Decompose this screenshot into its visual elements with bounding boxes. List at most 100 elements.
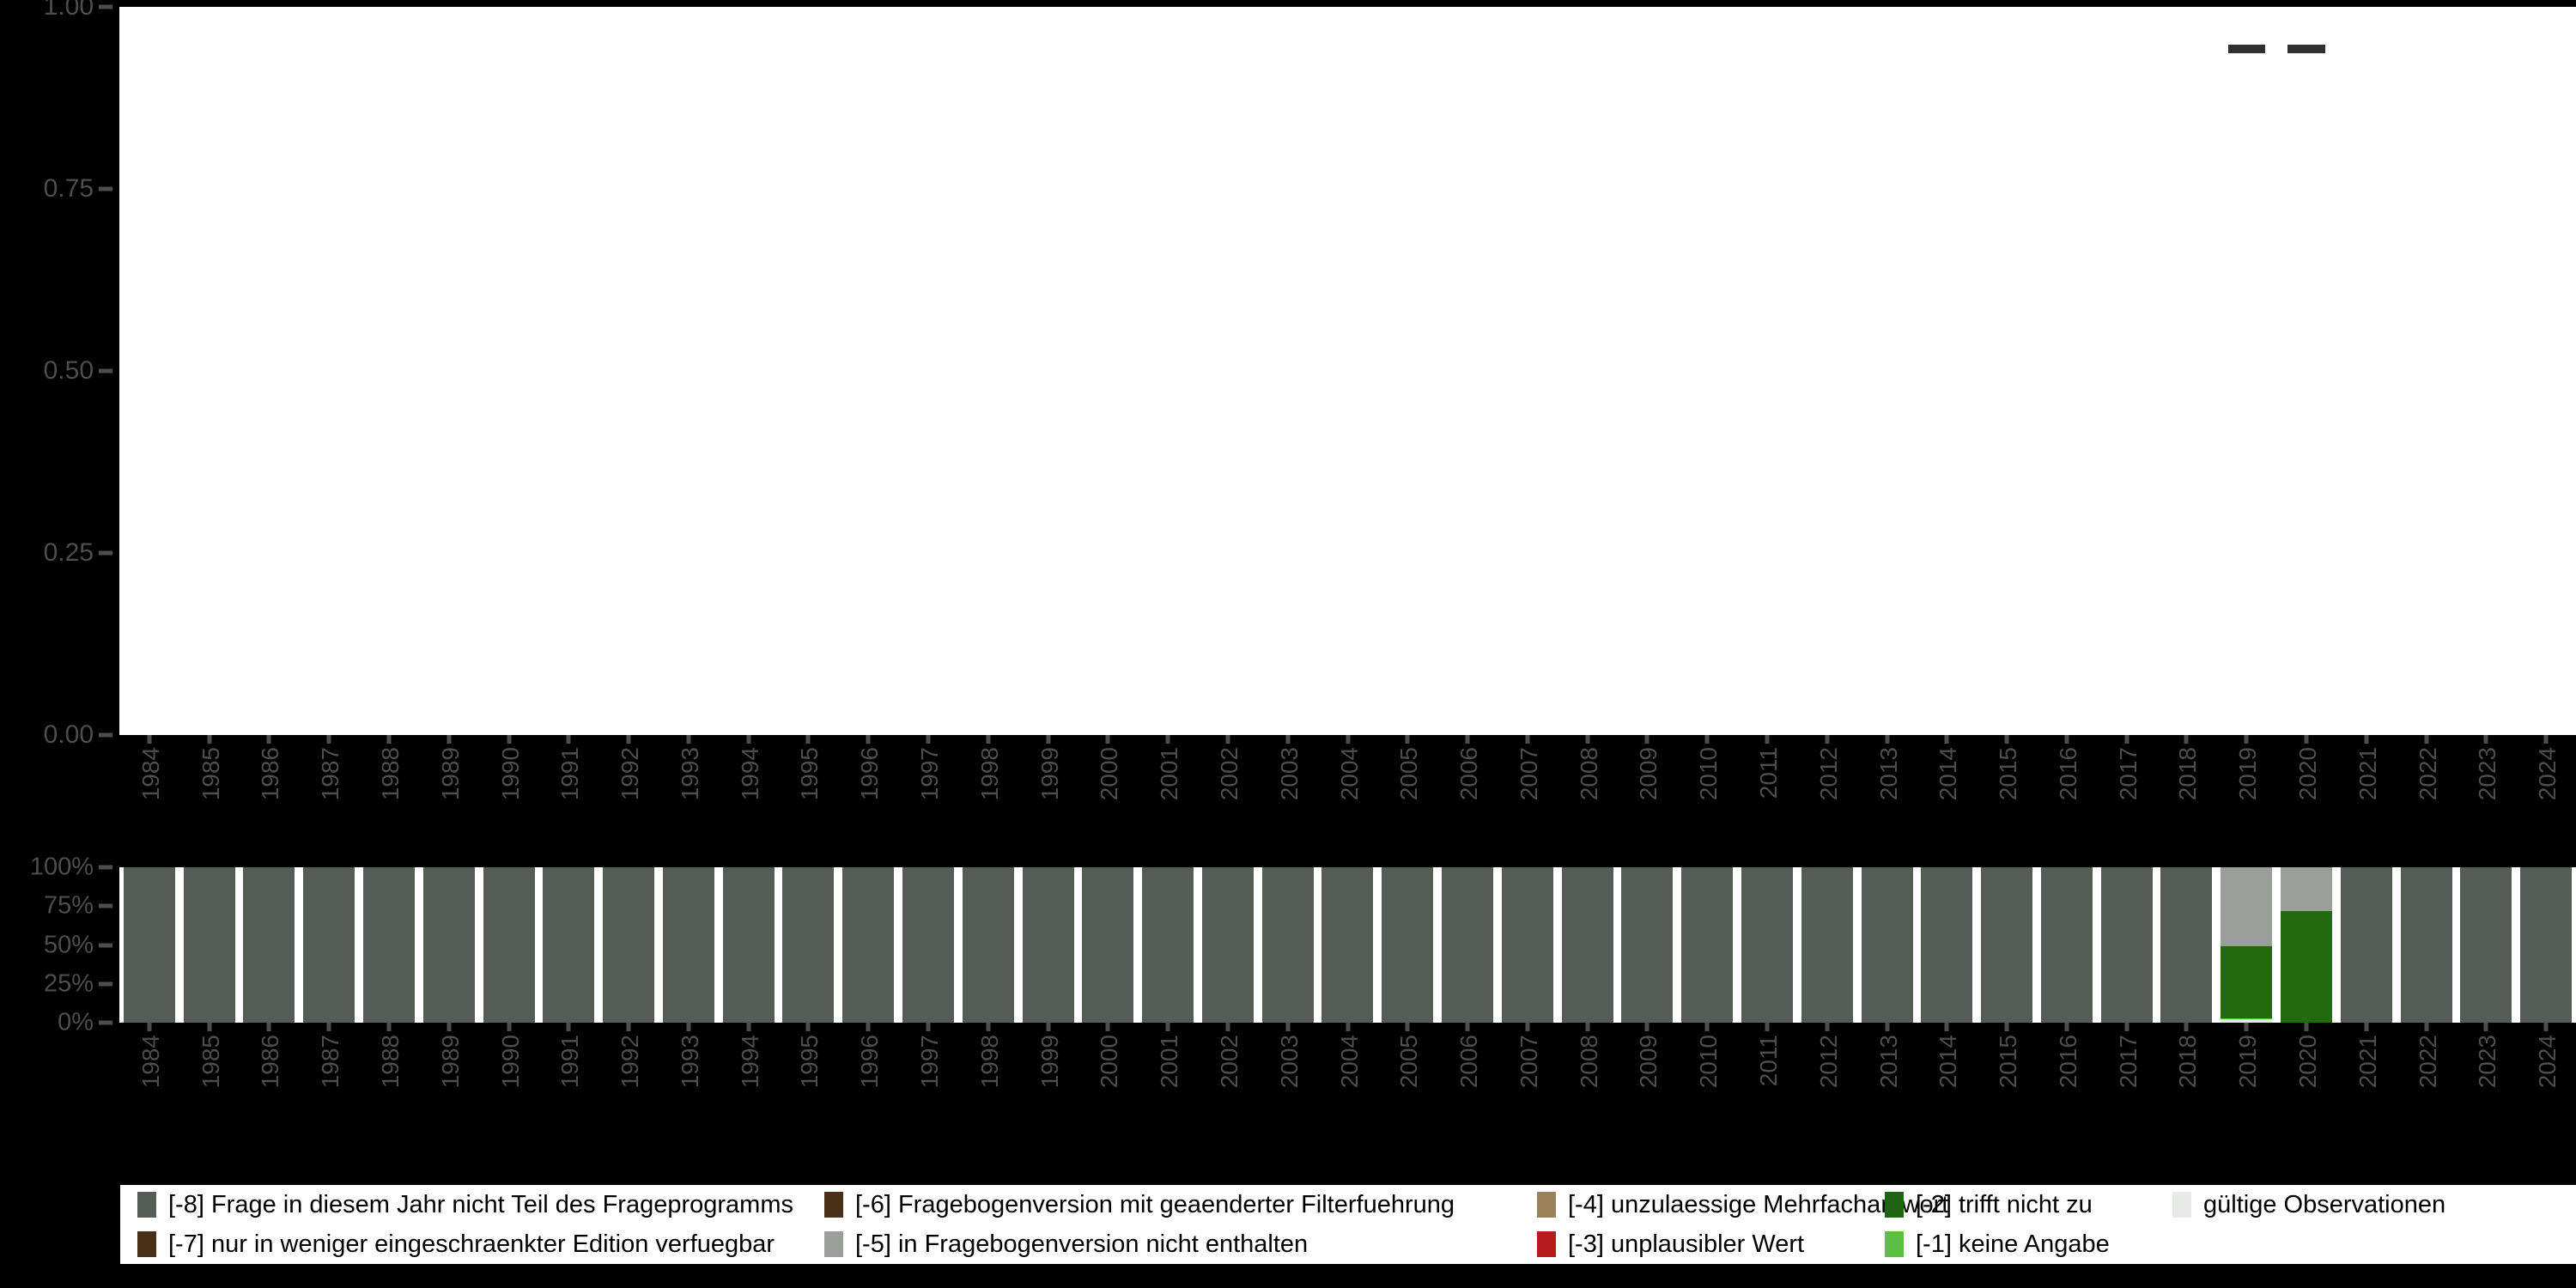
bar-segment xyxy=(782,867,835,1023)
x-axis-tick-mark xyxy=(2424,1023,2429,1031)
x-axis-tick-label: 1993 xyxy=(676,1035,703,1089)
x-axis-tick-label: 2019 xyxy=(2234,747,2262,801)
x-axis-tick-mark xyxy=(1644,735,1649,744)
bar-segment xyxy=(1741,867,1793,1023)
x-axis-tick-mark xyxy=(2364,1023,2369,1031)
x-axis-tick-mark xyxy=(2004,1023,2009,1031)
stacked-bar xyxy=(2160,867,2213,1023)
bar-segment xyxy=(962,867,1014,1023)
x-axis-tick-mark xyxy=(1105,1023,1110,1031)
y-axis-tick-label: 1.00 xyxy=(43,0,94,21)
y-axis-tick-mark xyxy=(99,4,112,9)
stacked-bar xyxy=(842,867,895,1023)
x-axis-tick-mark xyxy=(2304,1023,2309,1031)
x-axis-tick-mark xyxy=(2483,1023,2488,1031)
x-axis-tick-mark xyxy=(566,735,571,744)
x-axis-tick-label: 2009 xyxy=(1635,1035,1662,1089)
x-axis-tick-label: 2000 xyxy=(1096,1035,1123,1089)
legend-item[interactable]: [-8] Frage in diesem Jahr nicht Teil des… xyxy=(137,1185,793,1224)
composition-panel-y-axis: 100% 75% 50% 25% 0% xyxy=(0,854,119,1036)
stacked-bar xyxy=(1321,867,1374,1023)
bar-segment xyxy=(1442,867,1494,1023)
stacked-bar xyxy=(1442,867,1494,1023)
x-axis-tick-mark xyxy=(507,735,512,744)
stacked-bar xyxy=(183,867,235,1023)
bar-segment xyxy=(543,867,595,1023)
legend-item[interactable]: [-1] keine Angabe xyxy=(1885,1224,2110,1264)
x-axis-tick-label: 2002 xyxy=(1215,1035,1242,1089)
legend-item[interactable]: [-2] trifft nicht zu xyxy=(1885,1185,2093,1224)
stacked-bar xyxy=(1861,867,1913,1023)
x-axis-tick-mark xyxy=(1644,1023,1649,1031)
x-axis-tick-label: 2012 xyxy=(1814,1035,1842,1089)
x-axis-tick-label: 2004 xyxy=(1335,747,1363,801)
bar-segment xyxy=(1201,867,1254,1023)
y-axis-tick-mark xyxy=(99,865,112,870)
stacked-bar xyxy=(1981,867,2033,1023)
stacked-bar xyxy=(1501,867,1553,1023)
bar-segment xyxy=(902,867,955,1023)
y-axis-tick-label: 50% xyxy=(43,931,94,958)
stacked-bar xyxy=(962,867,1014,1023)
y-axis-tick-mark xyxy=(99,368,112,374)
legend-color-swatch xyxy=(2172,1192,2191,1218)
x-axis-tick-label: 2006 xyxy=(1455,747,1483,801)
x-axis-tick-mark xyxy=(926,1023,931,1031)
x-axis-tick-mark xyxy=(386,735,392,744)
x-axis-tick-mark xyxy=(1046,735,1051,744)
legend-color-swatch xyxy=(1885,1192,1904,1218)
x-axis-tick-label: 2003 xyxy=(1275,1035,1303,1089)
x-axis-tick-mark xyxy=(2124,1023,2129,1031)
stacked-bar xyxy=(1921,867,1973,1023)
x-axis-tick-label: 1986 xyxy=(257,1035,284,1089)
stacked-bar xyxy=(1201,867,1254,1023)
stacked-bar xyxy=(243,867,295,1023)
stacked-bar xyxy=(422,867,475,1023)
bar-segment xyxy=(2221,1018,2273,1020)
legend-item[interactable]: [-6] Fragebogenversion mit geaenderter F… xyxy=(824,1185,1455,1224)
x-axis-tick-mark xyxy=(1285,735,1291,744)
x-axis-tick-label: 1991 xyxy=(556,747,584,801)
stacked-bar xyxy=(603,867,655,1023)
x-axis-tick-mark xyxy=(1585,735,1590,744)
legend-item[interactable]: gültige Observationen xyxy=(2172,1185,2445,1224)
x-axis-tick-label: 2018 xyxy=(2174,1035,2202,1089)
x-axis-tick-mark xyxy=(626,1023,631,1031)
legend-item-label: [-2] trifft nicht zu xyxy=(1916,1190,2093,1218)
x-axis-tick-mark xyxy=(1704,735,1710,744)
legend-item[interactable]: [-5] in Fragebogenversion nicht enthalte… xyxy=(824,1224,1308,1264)
x-axis-tick-label: 2022 xyxy=(2414,1035,2441,1089)
bar-segment xyxy=(1921,867,1973,1023)
bar-segment xyxy=(1801,867,1853,1023)
y-axis-tick-mark xyxy=(99,186,112,191)
legend-color-swatch xyxy=(824,1192,843,1218)
bar-segment xyxy=(2040,867,2093,1023)
x-axis-tick-label: 1999 xyxy=(1036,1035,1063,1089)
legend-row: [-8] Frage in diesem Jahr nicht Teil des… xyxy=(120,1185,2576,1224)
bar-segment xyxy=(722,867,775,1023)
x-axis-tick-label: 2003 xyxy=(1275,747,1303,801)
x-axis-tick-label: 2010 xyxy=(1695,1035,1722,1089)
bar-segment xyxy=(2221,1019,2273,1023)
stacked-bar xyxy=(1561,867,1613,1023)
x-axis-tick-mark xyxy=(1765,1023,1770,1031)
x-axis-tick-mark xyxy=(1825,735,1830,744)
y-axis-tick-mark xyxy=(99,1020,112,1025)
x-axis-tick-mark xyxy=(866,1023,871,1031)
x-axis-tick-label: 1987 xyxy=(317,1035,344,1089)
bar-segment xyxy=(1022,867,1074,1023)
x-axis-tick-mark xyxy=(2543,1023,2549,1031)
x-axis-tick-label: 2004 xyxy=(1335,1035,1363,1089)
x-axis-tick-mark xyxy=(207,735,212,744)
legend-item[interactable]: [-7] nur in weniger eingeschraenkter Edi… xyxy=(137,1224,775,1264)
x-axis-tick-mark xyxy=(566,1023,571,1031)
x-axis-tick-mark xyxy=(2424,735,2429,744)
legend-item[interactable]: [-3] unplausibler Wert xyxy=(1537,1224,1804,1264)
x-axis-tick-label: 2021 xyxy=(2354,747,2381,801)
value-marker xyxy=(2227,45,2265,53)
x-axis-tick-label: 1992 xyxy=(617,747,644,801)
x-axis-tick-mark xyxy=(147,1023,152,1031)
x-axis-tick-label: 1996 xyxy=(856,747,884,801)
x-axis-tick-label: 2024 xyxy=(2534,747,2561,801)
bar-segment xyxy=(2460,867,2512,1023)
